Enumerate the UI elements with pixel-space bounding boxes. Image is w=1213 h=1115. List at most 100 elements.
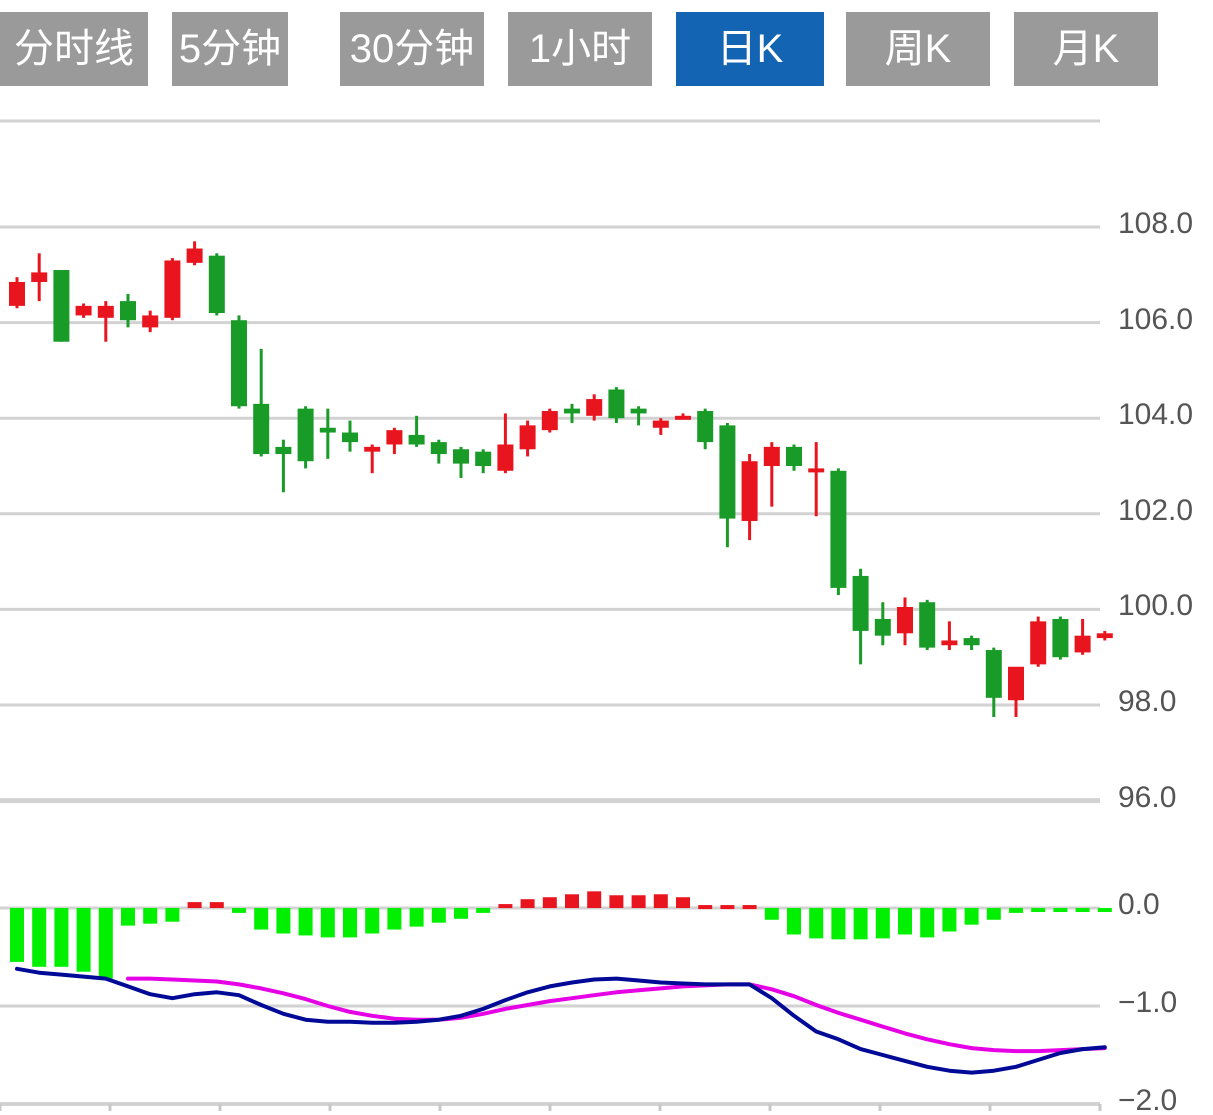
macd-bar-34 [764,908,779,920]
macd-bar-37 [831,908,846,940]
price-axis-label-5: 98.0 [1118,685,1177,718]
macd-bar-24 [542,897,557,908]
macd-bar-38 [853,908,868,940]
macd-bar-1 [32,908,47,967]
price-axis-label-3: 102.0 [1118,493,1194,527]
candle-body-40 [897,607,913,634]
macd-bar-9 [209,902,224,908]
candle-body-41 [919,602,936,648]
macd-bar-10 [232,908,246,913]
price-macd-plot[interactable] [0,86,1213,1115]
macd-bar-21 [476,908,491,913]
candle-body-48 [1074,635,1091,653]
candle-body-39 [874,618,891,636]
macd-bar-26 [587,891,602,908]
candle-body-34 [763,446,780,466]
tab-5[interactable]: 周K [846,12,990,86]
macd-bar-46 [1031,908,1046,912]
candle-body-25 [564,408,580,414]
macd-bar-11 [254,908,269,930]
timeframe-tabbar: 分时线 5分钟 30分钟 1小时 日K 周K 月K [0,12,1213,86]
candle-body-2 [53,270,70,342]
chart-area [0,86,1213,1115]
candle-body-43 [963,638,980,646]
candle-body-19 [430,442,447,455]
macd-bar-16 [365,908,380,934]
macd-histogram [10,891,1112,979]
macd-bar-44 [986,908,1001,920]
candle-body-45 [1008,666,1024,701]
macd-bar-48 [1075,908,1090,912]
tab-6[interactable]: 月K [1014,12,1158,86]
candle-body-0 [9,281,25,306]
candle-body-24 [541,411,558,431]
candlestick-series [9,241,1113,717]
macd-bar-23 [520,899,535,908]
candle-body-36 [808,468,825,473]
candle-body-16 [364,446,381,452]
price-axis-label-1: 106.0 [1118,302,1194,336]
macd-bar-40 [898,908,912,935]
candle-body-18 [408,434,425,445]
candle-body-17 [386,430,403,445]
candle-body-30 [675,415,691,420]
tab-2[interactable]: 30分钟 [340,12,484,86]
macd-bar-19 [431,908,446,923]
macd-bar-29 [653,894,668,908]
tab-3[interactable]: 1小时 [508,12,652,86]
candle-body-49 [1096,633,1113,639]
candle-body-8 [186,248,203,263]
macd-bar-18 [409,908,424,927]
macd-bar-45 [1009,908,1023,913]
candle-body-31 [697,411,714,443]
candle-body-1 [31,272,48,282]
candle-body-29 [652,420,669,428]
candle-body-47 [1052,618,1069,658]
tab-4[interactable]: 日K [676,12,824,86]
candle-body-32 [719,425,736,519]
candle-body-33 [741,461,758,521]
macd-bar-6 [143,908,158,924]
macd-bar-47 [1053,908,1068,912]
candle-body-7 [164,260,181,318]
macd-bar-41 [920,908,935,938]
candle-body-28 [630,408,647,414]
macd-bar-7 [165,908,180,922]
candle-body-20 [453,449,469,464]
macd-bar-2 [54,908,69,967]
tab-1[interactable]: 5分钟 [172,12,288,86]
candle-body-22 [497,444,514,471]
candle-body-12 [275,446,292,455]
macd-bar-36 [809,908,824,939]
macd-bar-15 [343,908,357,938]
tab-0[interactable]: 分时线 [0,12,148,86]
macd-bar-8 [187,902,202,908]
macd-bar-14 [320,908,335,938]
macd-bar-13 [298,908,313,936]
price-axis-label-0: 108.0 [1118,207,1194,240]
macd-dif-line [15,966,1107,1075]
macd-bar-28 [631,895,646,908]
macd-bar-12 [276,908,291,934]
candle-body-10 [231,320,247,407]
macd-bar-30 [676,897,690,908]
candle-body-23 [519,425,536,450]
candle-body-9 [208,255,225,314]
candle-body-35 [786,446,802,466]
macd-bar-3 [76,908,91,972]
candle-body-26 [586,399,603,416]
macd-dea-line [126,976,1107,1054]
candle-body-42 [941,640,958,646]
macd-bar-32 [720,905,735,910]
candle-body-6 [142,315,159,328]
price-axis-label-4: 100.0 [1118,589,1194,623]
macd-bar-27 [609,895,624,908]
candle-body-5 [120,301,136,321]
macd-bar-42 [942,908,957,932]
candle-body-21 [475,451,492,466]
macd-bar-22 [498,904,513,909]
macd-bar-5 [121,908,135,926]
price-axis-label-6: 96.0 [1118,780,1177,814]
candle-body-3 [75,305,92,316]
candle-body-37 [830,470,847,588]
